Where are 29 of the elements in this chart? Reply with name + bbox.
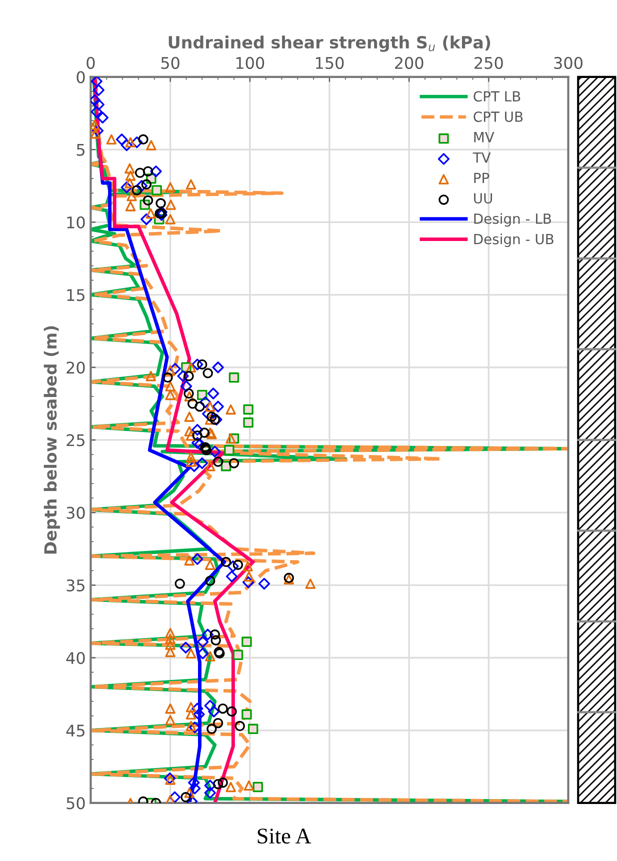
x-tick-label: 300 (554, 56, 582, 70)
y-tick-label: 25 (66, 434, 84, 446)
legend-label: PP (474, 172, 490, 183)
y-tick-label: 45 (66, 724, 84, 737)
x-tick-label: 50 (161, 56, 180, 70)
text: Site A (258, 828, 312, 844)
x-tick-label: 150 (316, 56, 344, 70)
legend-label: CPT LB (474, 91, 520, 102)
y-tick-label: 20 (66, 362, 85, 374)
y-tick-label: 0 (76, 71, 85, 84)
x-tick-label: 100 (236, 56, 264, 70)
y-axis-title: Depth below seabed (m) (44, 326, 60, 554)
legend-label: Design - LB (474, 213, 551, 227)
legend-label: Design - UB (474, 234, 554, 248)
y-tick-label: 15 (67, 289, 84, 302)
legend-label: TV (472, 152, 491, 163)
y-tick-label: 35 (66, 579, 84, 592)
x-tick-label: 250 (474, 56, 503, 70)
legend-label: CPT UB (474, 111, 523, 122)
legend-label: UU (474, 193, 492, 204)
x-tick-label: 200 (395, 56, 424, 70)
legend-label: MV (474, 132, 494, 142)
y-tick-label: 5 (76, 144, 84, 156)
x-axis-title: Undrained shear strength S$_{u}$ (kPa) (168, 36, 490, 52)
y-tick-label: 30 (66, 506, 85, 519)
x-tick-label: 0 (86, 56, 95, 70)
y-tick-label: 50 (66, 797, 85, 810)
y-tick-label: 10 (67, 216, 85, 228)
y-tick-label: 40 (66, 652, 85, 664)
